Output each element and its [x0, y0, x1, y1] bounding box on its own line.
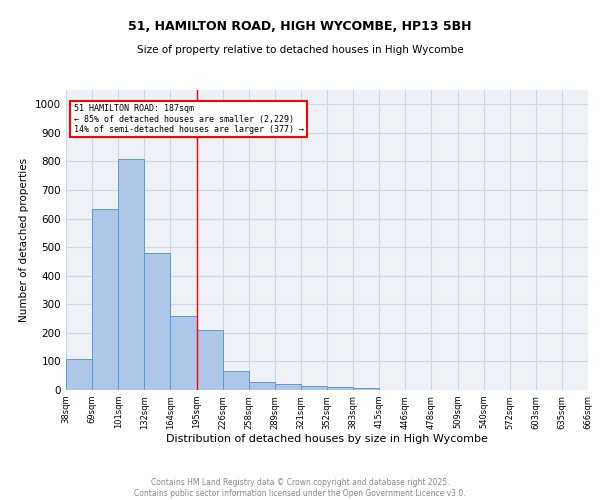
Bar: [66, 358, 92, 390]
Bar: [327, 387, 353, 390]
Bar: [145, 253, 170, 390]
Bar: [275, 384, 301, 390]
Text: Size of property relative to detached houses in High Wycombe: Size of property relative to detached ho…: [137, 45, 463, 55]
Text: Contains HM Land Registry data © Crown copyright and database right 2025.
Contai: Contains HM Land Registry data © Crown c…: [134, 478, 466, 498]
Y-axis label: Number of detached properties: Number of detached properties: [19, 158, 29, 322]
Bar: [92, 208, 118, 390]
Bar: [301, 386, 327, 390]
Bar: [249, 382, 275, 390]
Bar: [118, 158, 145, 390]
Text: 51 HAMILTON ROAD: 187sqm
← 85% of detached houses are smaller (2,229)
14% of sem: 51 HAMILTON ROAD: 187sqm ← 85% of detach…: [74, 104, 304, 134]
Bar: [170, 316, 197, 390]
Bar: [353, 388, 379, 390]
X-axis label: Distribution of detached houses by size in High Wycombe: Distribution of detached houses by size …: [166, 434, 488, 444]
Bar: [223, 372, 249, 390]
Bar: [197, 330, 223, 390]
Text: 51, HAMILTON ROAD, HIGH WYCOMBE, HP13 5BH: 51, HAMILTON ROAD, HIGH WYCOMBE, HP13 5B…: [128, 20, 472, 33]
